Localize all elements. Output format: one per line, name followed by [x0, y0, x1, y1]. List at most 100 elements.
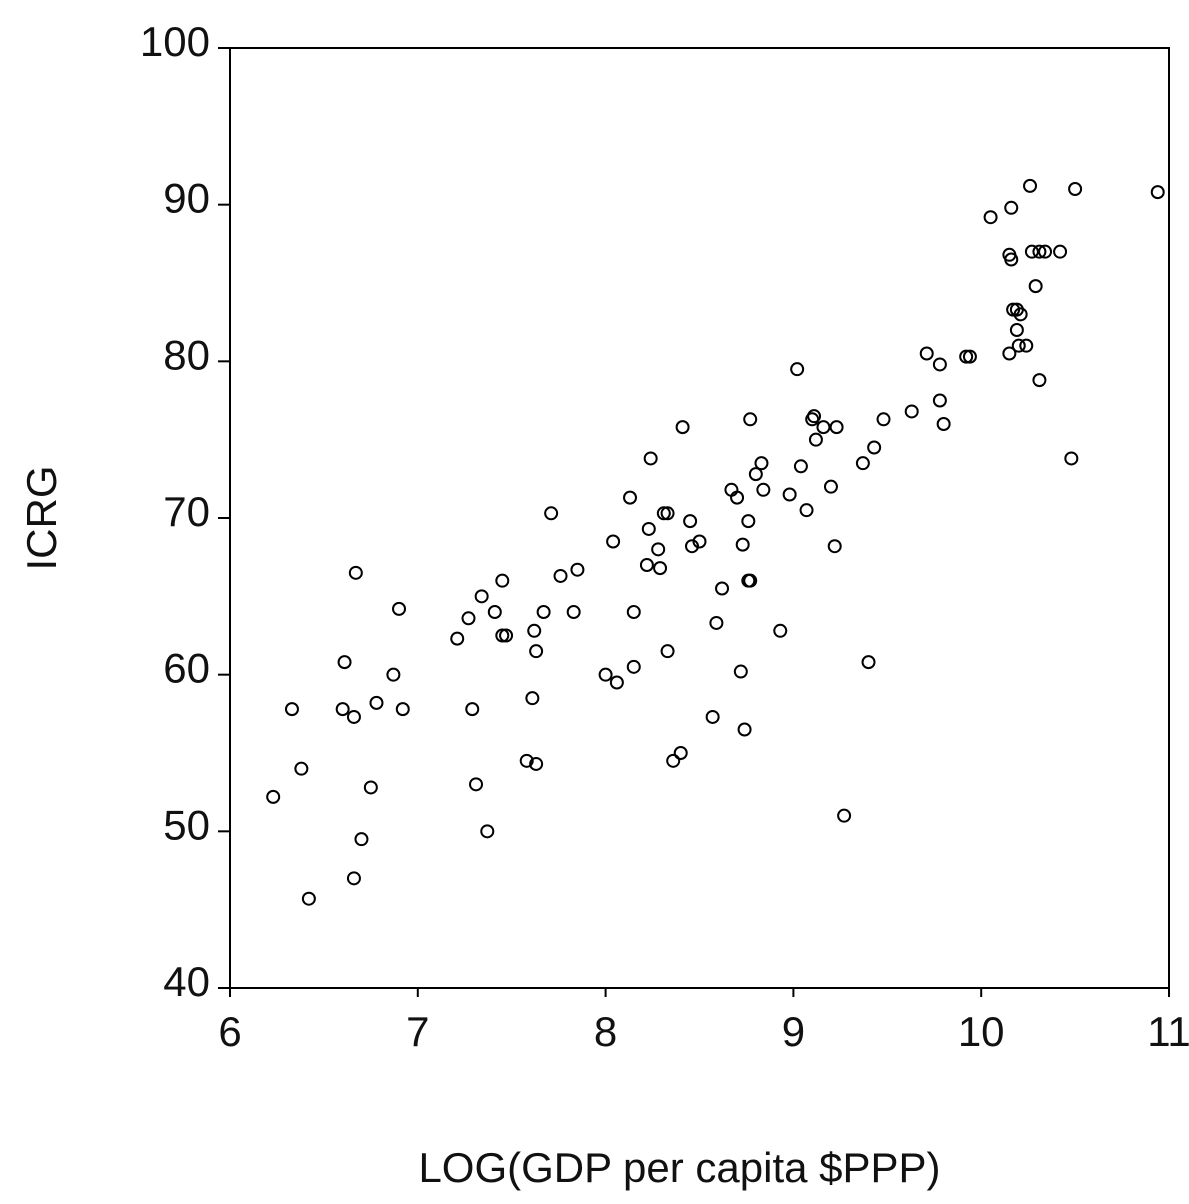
data-point [474, 589, 489, 604]
data-point [1150, 185, 1165, 200]
data-point [348, 565, 363, 580]
data-point [735, 537, 750, 552]
data-point [566, 605, 581, 619]
data-point [450, 631, 465, 646]
data-point [743, 573, 758, 588]
data-point [651, 542, 666, 557]
data-point [495, 573, 510, 588]
x-tick-label: 6 [218, 1008, 241, 1055]
data-point [598, 667, 613, 682]
data-point [369, 695, 384, 710]
data-point [782, 487, 797, 502]
data-point [536, 605, 551, 619]
data-point [609, 675, 624, 690]
data-points [266, 178, 1165, 906]
y-axis-ticks: 40 50 60 70 80 90 100 [140, 18, 230, 1005]
data-point [807, 409, 822, 424]
data-point [983, 210, 998, 225]
data-point [553, 568, 568, 583]
data-point [793, 459, 808, 474]
data-point [1004, 252, 1019, 267]
data-point [823, 479, 838, 494]
data-point [570, 562, 585, 577]
data-point [684, 539, 699, 554]
data-point [1024, 244, 1039, 259]
x-tick-label: 11 [1147, 1008, 1189, 1055]
data-point [495, 628, 510, 643]
data-point [626, 659, 641, 674]
y-tick-label: 70 [163, 488, 210, 535]
data-point [816, 420, 831, 435]
data-point [1032, 244, 1047, 259]
data-point [790, 362, 805, 377]
data-point [808, 432, 823, 447]
y-tick-label: 90 [163, 175, 210, 222]
data-point [1009, 323, 1024, 337]
data-point [756, 482, 771, 497]
x-tick-label: 8 [594, 1008, 617, 1055]
data-point [666, 753, 681, 768]
data-point [335, 702, 350, 717]
data-point [837, 808, 852, 823]
data-point [692, 534, 707, 549]
data-point [932, 393, 947, 408]
data-point [919, 346, 934, 361]
data-point [1004, 200, 1019, 215]
data-point [544, 506, 559, 521]
y-axis-title: ICRG [18, 466, 65, 571]
data-point [1053, 244, 1068, 259]
data-point [1006, 302, 1021, 317]
x-axis-title: LOG(GDP per capita $PPP) [418, 1144, 940, 1191]
data-point [743, 412, 758, 427]
data-point [1028, 279, 1043, 294]
x-tick-label: 10 [958, 1008, 1005, 1055]
data-point [1023, 178, 1038, 193]
data-point [733, 664, 748, 679]
data-point [395, 702, 410, 717]
data-point [487, 605, 502, 619]
data-point [656, 506, 671, 521]
y-tick-label: 60 [163, 645, 210, 692]
data-point [1038, 244, 1053, 259]
y-tick-label: 50 [163, 801, 210, 848]
data-point [653, 561, 668, 576]
data-point [337, 655, 352, 670]
data-point [294, 761, 309, 776]
data-point [529, 756, 544, 771]
data-point [284, 702, 299, 717]
x-tick-label: 7 [406, 1008, 429, 1055]
data-point [623, 490, 638, 505]
data-point [904, 404, 919, 419]
data-point [754, 456, 769, 471]
data-point [737, 722, 752, 737]
data-point [346, 709, 361, 724]
data-point [936, 417, 951, 431]
data-point [741, 514, 756, 529]
data-point [1068, 182, 1083, 196]
data-point [673, 746, 688, 760]
data-point [1019, 338, 1034, 353]
data-point [519, 753, 534, 768]
data-point [529, 644, 544, 659]
data-point [1011, 338, 1026, 353]
data-point [660, 644, 675, 659]
x-axis-ticks: 6 7 8 9 10 11 [218, 988, 1189, 1055]
data-point [829, 420, 844, 435]
y-tick-label: 40 [163, 958, 210, 1005]
data-point [867, 440, 882, 455]
data-point [480, 824, 495, 839]
data-point [705, 709, 720, 724]
data-point [527, 623, 542, 638]
data-point [641, 521, 656, 536]
data-point [730, 490, 745, 505]
data-point [660, 506, 675, 521]
data-point [386, 667, 401, 682]
data-point [715, 581, 730, 596]
data-point [363, 780, 378, 795]
data-point [606, 534, 621, 549]
data-point [773, 623, 788, 638]
y-tick-label: 100 [140, 18, 210, 65]
data-point [709, 615, 724, 630]
